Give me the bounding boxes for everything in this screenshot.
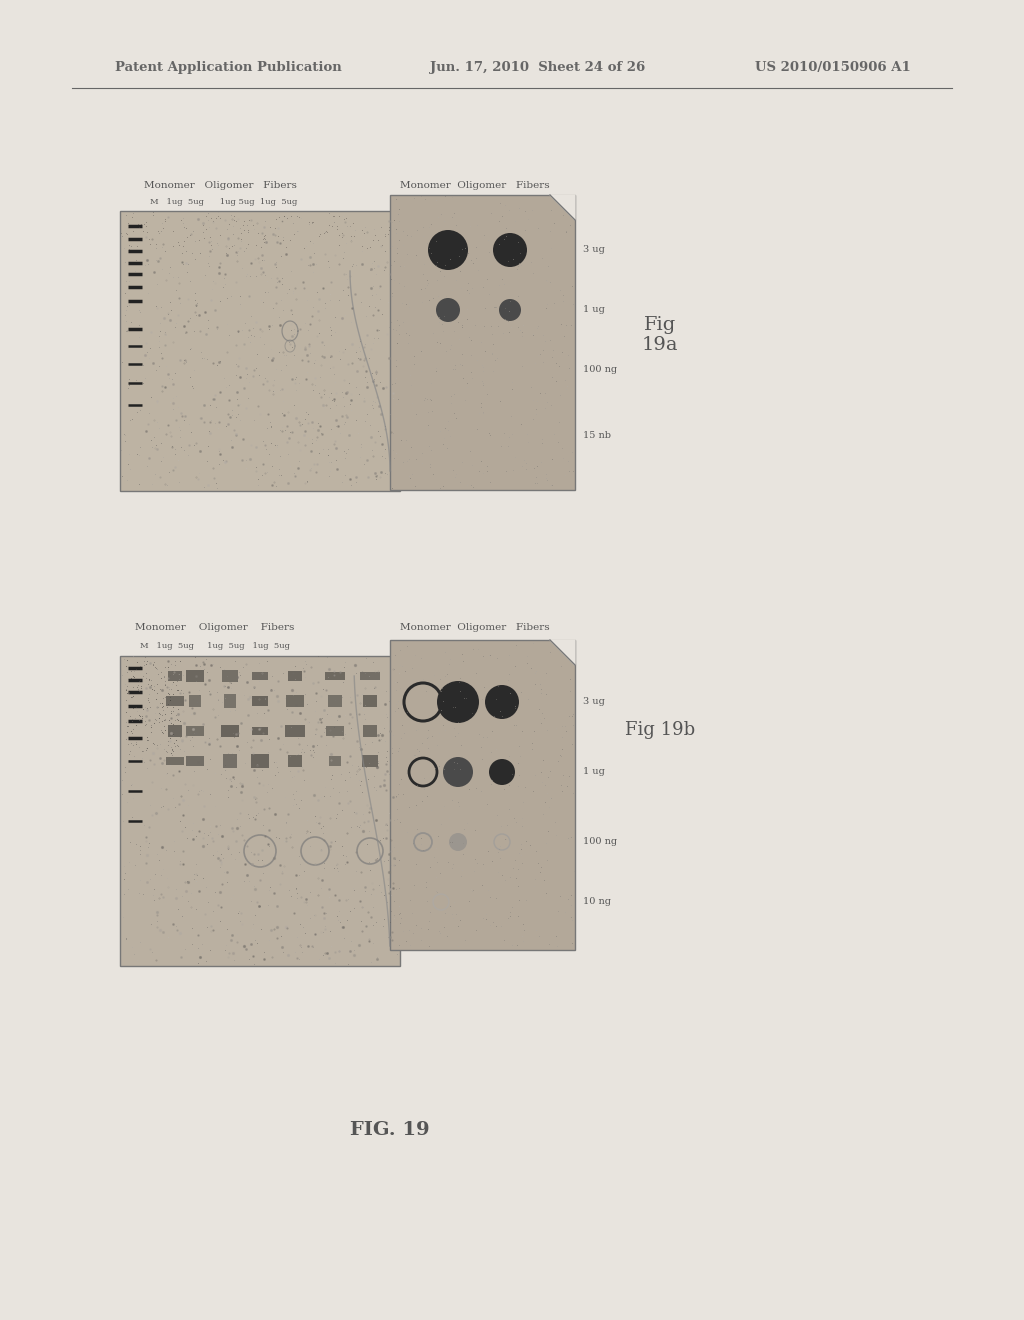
FancyBboxPatch shape: [364, 726, 377, 737]
FancyBboxPatch shape: [286, 696, 304, 706]
Circle shape: [436, 298, 460, 322]
FancyBboxPatch shape: [252, 727, 267, 735]
FancyBboxPatch shape: [285, 725, 305, 737]
FancyBboxPatch shape: [362, 755, 378, 767]
Polygon shape: [550, 640, 575, 665]
FancyBboxPatch shape: [166, 697, 184, 705]
FancyBboxPatch shape: [223, 754, 237, 768]
Circle shape: [449, 833, 467, 851]
FancyBboxPatch shape: [328, 694, 342, 708]
Text: Fig
19a: Fig 19a: [642, 315, 678, 354]
Text: 3 ug: 3 ug: [583, 697, 605, 706]
Circle shape: [485, 685, 519, 719]
Text: Patent Application Publication: Patent Application Publication: [115, 62, 342, 74]
Text: Monomer    Oligomer    Fibers: Monomer Oligomer Fibers: [135, 623, 295, 632]
FancyBboxPatch shape: [329, 756, 341, 766]
FancyBboxPatch shape: [223, 694, 237, 708]
Text: US 2010/0150906 A1: US 2010/0150906 A1: [755, 62, 910, 74]
Text: Monomer  Oligomer   Fibers: Monomer Oligomer Fibers: [400, 181, 550, 190]
Text: Monomer   Oligomer   Fibers: Monomer Oligomer Fibers: [143, 181, 296, 190]
FancyBboxPatch shape: [252, 672, 268, 680]
FancyBboxPatch shape: [390, 640, 575, 950]
FancyBboxPatch shape: [168, 671, 182, 681]
FancyBboxPatch shape: [360, 672, 380, 680]
FancyBboxPatch shape: [186, 726, 204, 735]
Text: FIG. 19: FIG. 19: [350, 1121, 430, 1139]
Text: M   1ug  5ug     1ug  5ug   1ug  5ug: M 1ug 5ug 1ug 5ug 1ug 5ug: [140, 642, 290, 649]
FancyBboxPatch shape: [289, 671, 301, 681]
FancyBboxPatch shape: [166, 756, 184, 766]
Circle shape: [437, 681, 479, 723]
FancyBboxPatch shape: [252, 696, 268, 706]
FancyBboxPatch shape: [326, 726, 344, 735]
Circle shape: [489, 759, 515, 785]
Circle shape: [428, 230, 468, 271]
Circle shape: [493, 234, 527, 267]
Polygon shape: [550, 195, 575, 220]
Text: 1 ug: 1 ug: [583, 767, 605, 776]
Text: 100 ng: 100 ng: [583, 837, 617, 846]
Text: Fig 19b: Fig 19b: [625, 721, 695, 739]
FancyBboxPatch shape: [168, 725, 182, 737]
Text: 3 ug: 3 ug: [583, 246, 605, 255]
FancyBboxPatch shape: [251, 755, 268, 767]
FancyBboxPatch shape: [120, 211, 400, 491]
FancyBboxPatch shape: [221, 725, 239, 738]
Text: 10 ng: 10 ng: [583, 898, 611, 907]
FancyBboxPatch shape: [364, 696, 377, 706]
Text: 100 ng: 100 ng: [583, 366, 617, 375]
Text: 15 nb: 15 nb: [583, 430, 611, 440]
Text: Monomer  Oligomer   Fibers: Monomer Oligomer Fibers: [400, 623, 550, 632]
FancyBboxPatch shape: [186, 756, 204, 766]
FancyBboxPatch shape: [222, 671, 238, 681]
FancyBboxPatch shape: [185, 669, 204, 682]
FancyBboxPatch shape: [289, 755, 302, 767]
FancyBboxPatch shape: [390, 195, 575, 490]
Circle shape: [443, 756, 473, 787]
Text: Jun. 17, 2010  Sheet 24 of 26: Jun. 17, 2010 Sheet 24 of 26: [430, 62, 645, 74]
FancyBboxPatch shape: [189, 694, 201, 708]
Text: 1 ug: 1 ug: [583, 305, 605, 314]
FancyBboxPatch shape: [326, 672, 345, 680]
FancyBboxPatch shape: [120, 656, 400, 966]
Text: M   1ug  5ug      1ug 5ug  1ug  5ug: M 1ug 5ug 1ug 5ug 1ug 5ug: [150, 198, 297, 206]
Circle shape: [499, 300, 521, 321]
